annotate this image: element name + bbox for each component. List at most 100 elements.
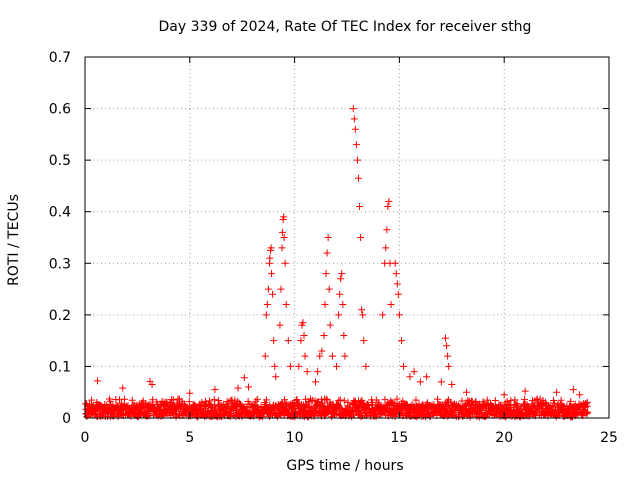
data-point [335,311,343,319]
data-point [278,228,286,236]
y-tick-label: 0.7 [49,50,71,66]
data-point [314,368,322,376]
data-point [281,259,289,267]
y-tick-label: 0.3 [49,256,71,272]
baseline-point [513,403,521,411]
baseline-point [506,402,514,410]
data-point [267,244,275,252]
baseline-point [128,396,136,404]
data-point [423,373,431,381]
data-point [352,141,360,149]
data-point [360,337,368,345]
data-point [244,383,252,391]
data-point [393,280,401,288]
data-point [391,259,399,267]
data-point [410,368,418,376]
data-point [362,362,370,370]
data-point [339,301,347,309]
data-point [350,115,358,123]
data-point [521,387,529,395]
data-point [276,321,284,329]
data-point [357,234,365,241]
baseline-point [483,396,491,404]
baseline-point [372,413,380,421]
data-point [324,234,332,241]
x-tick-label: 10 [286,430,304,446]
baseline-point [381,396,389,404]
data-point [383,226,391,234]
grid-lines [85,57,609,418]
data-point [284,337,292,345]
x-axis-label: GPS time / hours [286,458,403,474]
data-point [416,378,424,386]
data-point [341,352,349,360]
data-point [263,301,271,309]
data-point [318,347,326,355]
data-point [270,337,278,345]
y-tick-label: 0.2 [49,308,71,324]
data-point [262,311,270,319]
data-point [325,285,333,293]
data-point [269,290,277,298]
baseline-point [584,408,592,416]
data-point [328,352,336,360]
data-point [356,203,364,211]
data-point [272,373,280,381]
baseline-point [387,397,395,405]
baseline-point [412,396,420,404]
data-point [336,290,344,298]
data-point [395,311,403,319]
data-point [277,285,285,293]
data-point [340,331,348,339]
data-point [234,384,242,392]
baseline-point [393,395,401,403]
baseline-point [253,395,261,403]
y-tick-label: 0 [62,411,71,427]
data-point [268,270,276,278]
data-point [576,391,584,399]
data-point [323,249,331,257]
data-point [278,244,286,252]
data-point [569,386,577,394]
y-tick-label: 0.4 [49,205,71,221]
data-point [312,378,320,386]
data-point [379,311,387,319]
data-point [320,331,328,339]
data-point [333,362,341,370]
data-points [81,105,592,421]
baseline-point [557,396,565,404]
data-point [280,234,288,241]
data-point [448,380,456,388]
data-point [553,388,561,396]
baseline-point [210,396,218,404]
baseline-point [302,402,310,410]
data-point [301,352,309,360]
data-point [384,203,392,211]
baseline-point [434,395,442,403]
plot-frame [84,56,610,419]
y-tick-label: 0.5 [49,153,71,169]
data-point [387,301,395,309]
y-tick-label: 0.6 [49,102,71,118]
data-point [337,275,345,283]
baseline-point [464,396,472,404]
data-point [240,374,248,382]
data-point [406,373,414,381]
data-point [119,384,127,392]
data-point [94,377,102,385]
baseline-point [97,401,105,409]
data-point [286,362,294,370]
data-point [353,156,361,164]
data-point [394,290,402,298]
data-point [349,105,357,113]
baseline-point [340,397,348,405]
data-point [392,270,400,278]
y-axis-label: ROTI / TECUs [6,194,22,286]
baseline-point [263,396,271,404]
baseline-point [106,397,114,405]
baseline-point [458,397,466,405]
baseline-point [281,396,289,404]
data-point [261,352,269,360]
data-point [442,334,450,342]
